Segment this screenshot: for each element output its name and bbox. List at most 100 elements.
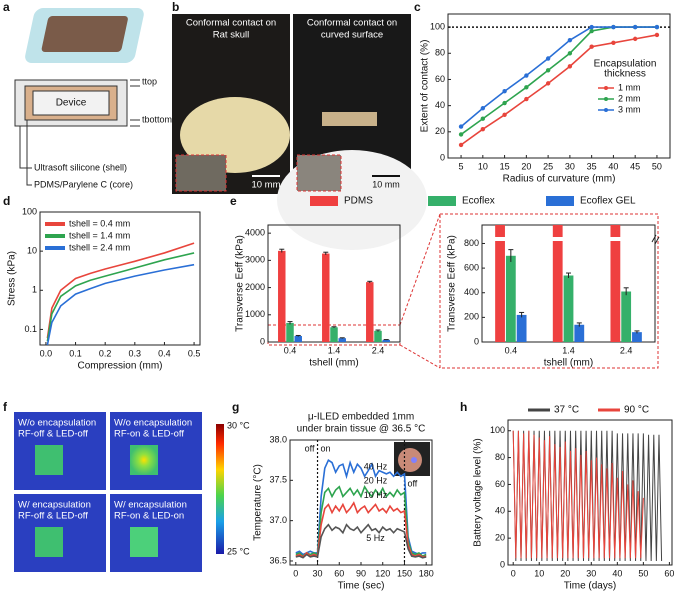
annotation: off xyxy=(305,443,315,453)
thermal-images xyxy=(14,412,224,572)
annotation: off xyxy=(407,478,417,488)
bar xyxy=(632,332,642,342)
x-tick-label: 0.2 xyxy=(99,348,112,358)
legend-swatch xyxy=(604,97,608,101)
panel-label: a xyxy=(3,0,10,14)
marker xyxy=(458,132,464,137)
marker xyxy=(654,24,660,30)
error-bar xyxy=(383,339,389,341)
bar xyxy=(621,291,632,342)
bar xyxy=(286,322,294,342)
x-tick-label: 5 xyxy=(459,161,464,171)
marker xyxy=(480,106,486,111)
marker xyxy=(545,81,551,86)
error-bar xyxy=(323,251,329,255)
core-label: PDMS/Parylene C (core) xyxy=(34,179,133,189)
x-tick-label: 0.4 xyxy=(505,345,518,355)
y-tick-label: 4000 xyxy=(245,228,265,238)
y-axis-label: Battery voltage level (%) xyxy=(473,438,484,546)
x-tick-label: 10 xyxy=(478,161,488,171)
error-bar xyxy=(566,272,571,278)
x-tick-label: 60 xyxy=(664,568,674,578)
photo-caption: Rat skull xyxy=(213,30,249,41)
marker xyxy=(632,36,638,42)
axis-break-mark xyxy=(651,234,660,245)
marker xyxy=(611,40,616,45)
panel-label: g xyxy=(232,400,239,414)
error-bar xyxy=(634,330,640,334)
legend-swatch xyxy=(428,196,456,206)
series-line xyxy=(46,263,195,345)
marker xyxy=(524,85,529,90)
x-axis-label: Compression (mm) xyxy=(77,361,162,372)
y-tick-label: 36.5 xyxy=(269,555,287,565)
marker xyxy=(589,24,594,30)
bar xyxy=(505,255,516,342)
error-bar xyxy=(279,248,285,253)
colorbar-label: 25 °C xyxy=(227,546,250,556)
legend-label: 2 mm xyxy=(618,93,641,103)
legend-swatch xyxy=(604,86,608,90)
image-caption: RF-on & LED-on xyxy=(114,511,184,522)
marker xyxy=(524,96,529,102)
legend-label: Ecoflex xyxy=(462,196,495,207)
marker xyxy=(502,112,507,118)
image-caption: W/ encapsulation xyxy=(18,500,91,511)
legend-title: thickness xyxy=(604,69,646,80)
error-bar xyxy=(331,326,337,328)
y-tick-label: 1 xyxy=(32,285,37,295)
y-tick-label: 80 xyxy=(495,452,505,462)
error-bar xyxy=(295,334,301,337)
x-tick-label: 180 xyxy=(419,568,434,578)
legend-label: PDMS xyxy=(344,196,373,207)
y-tick-label: 2000 xyxy=(245,282,265,292)
error-bar xyxy=(339,337,345,339)
photo-caption: Conformal contact on xyxy=(186,18,276,29)
image-caption: W/o encapsulation xyxy=(114,418,192,429)
error-bar xyxy=(623,287,629,296)
x-tick-label: 30 xyxy=(313,568,323,578)
y-tick-label: 60 xyxy=(435,74,445,84)
x-tick-label: 40 xyxy=(608,161,618,171)
photo-caption: curved surface xyxy=(321,30,383,41)
image-caption: RF-on & LED-off xyxy=(114,429,184,440)
legend-label: 1 mm xyxy=(618,82,641,92)
bar xyxy=(382,339,390,342)
chart-subtitle: under brain tissue @ 36.5 °C xyxy=(297,424,426,435)
bar xyxy=(552,225,563,342)
series-label: 10 Hz xyxy=(364,490,388,500)
plot-frame xyxy=(447,13,671,159)
legend-label: 90 °C xyxy=(624,405,649,416)
axis-break xyxy=(483,237,654,241)
series-line xyxy=(295,523,427,559)
series-line xyxy=(46,252,195,342)
error-bar xyxy=(367,280,373,283)
x-tick-label: 0.4 xyxy=(158,348,171,358)
x-tick-label: 0.4 xyxy=(284,345,297,355)
x-tick-label: 0 xyxy=(293,568,298,578)
series-line xyxy=(460,34,658,146)
marker xyxy=(654,32,660,38)
panel-label: e xyxy=(230,194,237,208)
y-tick-label: 0 xyxy=(260,336,265,346)
error-bar xyxy=(576,322,582,327)
marker xyxy=(545,68,551,73)
legend-title: Encapsulation xyxy=(594,59,657,70)
panel-label: f xyxy=(3,400,8,414)
x-tick-label: 30 xyxy=(586,568,596,578)
panel-label: d xyxy=(3,194,10,208)
image-caption: RF-off & LED-off xyxy=(18,511,88,522)
bar xyxy=(563,275,574,342)
marker xyxy=(589,28,594,34)
marker xyxy=(480,116,486,121)
panel-label: h xyxy=(460,400,467,414)
marker xyxy=(545,56,551,61)
marker xyxy=(632,24,638,30)
bar xyxy=(574,324,585,342)
shell-label: Ultrasoft silicone (shell) xyxy=(34,162,127,172)
series-line xyxy=(46,242,195,339)
y-tick-label: 20 xyxy=(495,533,505,543)
x-tick-label: 25 xyxy=(543,161,553,171)
series-label: 5 Hz xyxy=(366,533,385,543)
